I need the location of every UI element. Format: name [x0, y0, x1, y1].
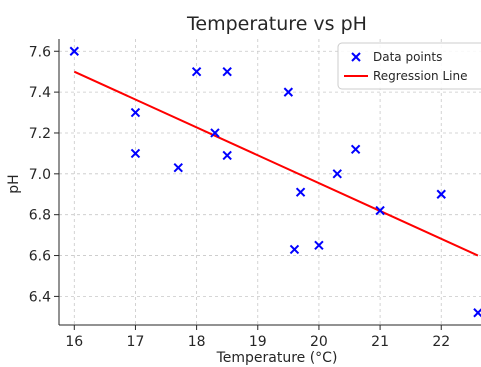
- data-point: [173, 162, 183, 173]
- data-point: [210, 128, 220, 138]
- data-point: [130, 148, 141, 159]
- x-tick-label: 21: [371, 334, 389, 350]
- x-axis-label: Temperature (°C): [216, 350, 338, 366]
- data-point: [295, 187, 306, 197]
- x-tick-label: 16: [65, 334, 83, 350]
- data-point: [314, 240, 324, 251]
- y-tick-label: 7.6: [29, 44, 51, 60]
- chart-title: Temperature vs pH: [186, 13, 367, 35]
- data-point: [289, 244, 300, 255]
- y-axis-label: pH: [6, 174, 22, 193]
- data-point: [130, 107, 141, 118]
- y-tick-label: 7.2: [29, 126, 51, 142]
- legend-box: [337, 42, 481, 90]
- data-point: [375, 205, 385, 216]
- data-point: [222, 150, 232, 161]
- legend: Data points Regression Line: [337, 42, 481, 90]
- grid-lines: [59, 39, 481, 325]
- data-point: [222, 66, 232, 77]
- legend-label-data-points: Data points: [373, 50, 442, 64]
- legend-x-marker: [351, 52, 361, 62]
- data-points-layer: [69, 46, 481, 318]
- x-tick-label: 19: [249, 334, 267, 350]
- legend-marker-x-icon: [351, 52, 361, 62]
- x-tick-label: 18: [188, 334, 206, 350]
- legend-label-regression-line: Regression Line: [373, 69, 467, 83]
- y-tick-label: 6.8: [29, 208, 51, 224]
- y-tick-label: 7.4: [29, 85, 51, 101]
- data-point: [473, 308, 481, 318]
- data-point: [332, 169, 342, 179]
- data-point: [436, 189, 446, 199]
- data-point: [350, 144, 361, 155]
- x-tick-label: 17: [127, 334, 145, 350]
- y-tick-label: 6.4: [29, 289, 51, 305]
- y-tick-label: 6.6: [29, 249, 51, 265]
- data-point: [283, 87, 294, 97]
- regression-line-layer: [73, 70, 479, 257]
- x-tick-label: 20: [310, 334, 328, 350]
- y-tick-label: 7.0: [29, 167, 51, 183]
- axes: [54, 39, 481, 330]
- data-point: [69, 46, 79, 56]
- data-point: [191, 66, 202, 77]
- regression-line: [73, 70, 479, 257]
- x-tick-label: 22: [432, 334, 450, 350]
- y-tick-labels: 6.4 6.6 6.8 7.0 7.2 7.4 7.6: [29, 44, 51, 305]
- x-tick-labels: 16 17 18 19 20 21 22: [65, 334, 450, 350]
